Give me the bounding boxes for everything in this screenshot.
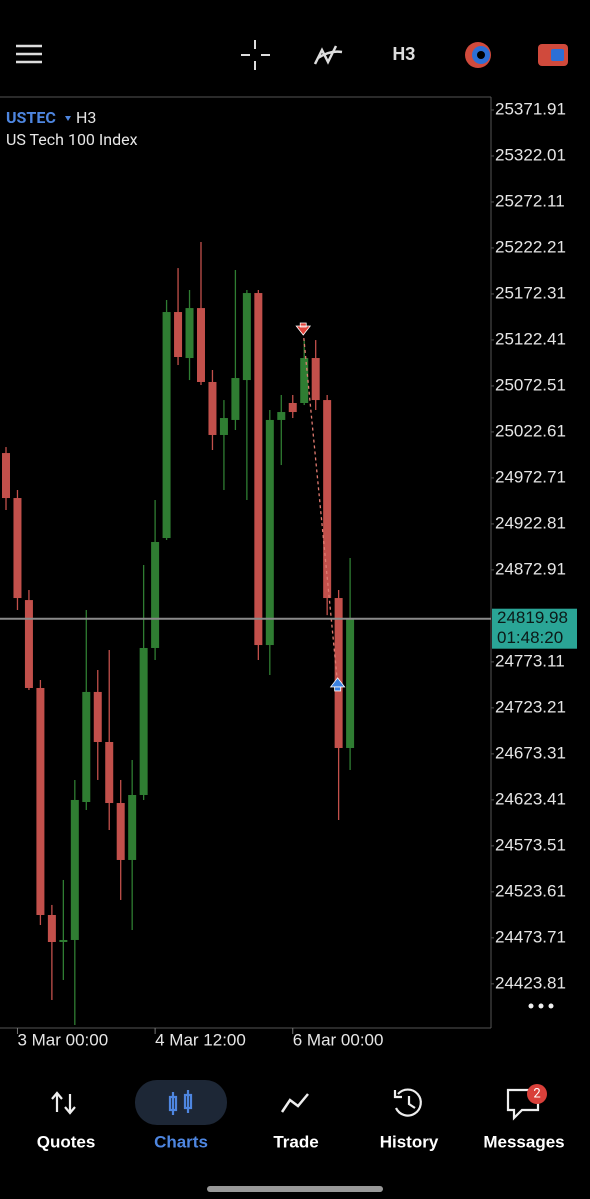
candle-body [265,419,274,646]
y-tick-label: 25272.11 [495,191,565,210]
x-tick-label: 4 Mar 12:00 [155,1030,246,1049]
y-tick-label: 24773.11 [495,651,565,670]
y-tick-label: 24723.21 [495,697,566,716]
y-tick-label: 25072.51 [495,375,566,394]
y-tick-label: 24523.61 [495,881,566,900]
candle-body [59,939,68,943]
sell-arrow [295,322,312,336]
indicators-icon[interactable] [313,45,343,65]
candle-body [93,691,102,742]
candle-body [105,741,114,804]
y-tick-label: 25322.01 [495,145,566,164]
trade-line [302,331,339,684]
y-tick-label: 24922.81 [495,513,566,532]
active-tab-pill [135,1080,227,1125]
candle-body [231,378,240,420]
badge-count: 2 [533,1086,540,1101]
more-icon[interactable] [528,1003,554,1009]
nav-label[interactable]: Quotes [37,1132,96,1151]
account-icon[interactable] [538,44,568,66]
current-price-box [492,608,577,649]
candle-body [13,498,22,599]
quotes-icon[interactable] [51,1091,76,1115]
candle-body [24,600,33,688]
candle-body [323,400,332,599]
y-tick-label: 24972.71 [495,467,566,486]
nav-label[interactable]: Messages [483,1132,564,1151]
candle-body [70,799,79,940]
nav-label[interactable]: Charts [154,1132,208,1151]
history-icon[interactable] [393,1088,422,1117]
candle-body [82,691,91,803]
candle-body [311,358,320,401]
crosshair-icon[interactable] [241,40,270,70]
y-tick-label: 25371.91 [495,99,566,118]
y-tick-label: 25172.31 [495,283,566,302]
y-tick-label: 24573.51 [495,835,566,854]
symbol-dropdown[interactable] [65,116,71,121]
candle-body [139,647,148,795]
candle-body [116,803,125,860]
candle-body [300,358,309,404]
y-tick-label: 24423.81 [495,973,566,992]
y-tick-label: 24473.71 [495,927,566,946]
buy-arrow [329,677,346,692]
chart-title: US Tech 100 Index [6,130,138,149]
chart-timeframe: H3 [76,108,96,127]
home-indicator [207,1186,383,1192]
candle-body [185,308,194,359]
symbol[interactable]: USTEC [6,108,56,127]
candle-body [219,418,228,435]
candle-body [277,412,286,420]
candle-body [162,312,171,539]
candle-body [47,915,56,943]
current-price-label: 24819.98 [497,608,568,627]
candle-body [128,794,137,860]
trade-nav-icon[interactable] [280,1093,309,1113]
candle-body [208,381,217,435]
candle-body [196,308,205,382]
x-tick-label: 6 Mar 00:00 [293,1030,384,1049]
badge [527,1084,547,1104]
y-tick-label: 25122.41 [495,329,566,348]
candle-body [36,687,45,916]
y-tick-label: 24673.31 [495,743,566,762]
candle-body [346,618,355,748]
candle-body [254,293,263,646]
plot [2,241,355,1026]
nav-label[interactable]: History [380,1132,439,1151]
y-tick-label: 25222.21 [495,237,566,256]
nav-label[interactable]: Trade [273,1132,318,1151]
y-tick-label: 25022.61 [495,421,566,440]
countdown: 01:48:20 [497,628,563,647]
timeframe-button[interactable]: H3 [392,44,415,65]
candle-body [242,293,251,381]
candle-body [151,541,160,648]
trade-icon[interactable] [465,42,491,68]
candle-body [2,453,10,499]
menu-icon[interactable] [16,44,42,64]
charts-icon[interactable] [168,1090,193,1115]
y-tick-label: 24872.91 [495,559,566,578]
y-tick-label: 24623.41 [495,789,566,808]
candle-body [174,312,183,358]
candle-body [334,598,343,748]
candle-body [288,403,297,413]
x-tick-label: 3 Mar 00:00 [17,1030,108,1049]
